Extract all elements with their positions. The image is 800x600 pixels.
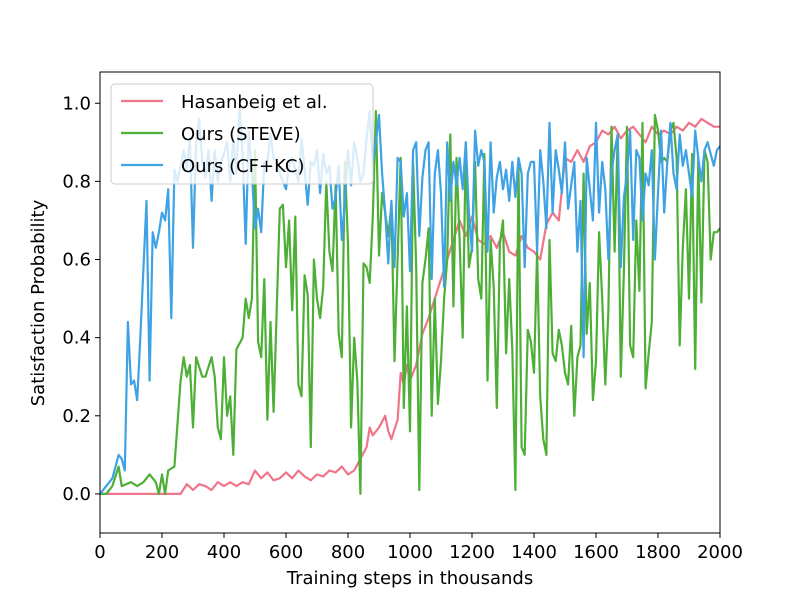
y-tick-label: 0.2 bbox=[62, 406, 91, 427]
series-line-2 bbox=[100, 109, 721, 495]
y-tick-label: 0.6 bbox=[62, 250, 91, 271]
x-tick-label: 800 bbox=[331, 542, 365, 563]
plot-frame bbox=[99, 71, 721, 534]
x-tick-label: 2000 bbox=[697, 542, 743, 563]
y-axis-label: Satisfaction Probability bbox=[28, 199, 49, 406]
y-tick-label: 1.0 bbox=[62, 93, 91, 114]
x-tick-label: 1000 bbox=[387, 542, 433, 563]
x-tick-label: 400 bbox=[207, 542, 241, 563]
x-axis-label: Training steps in thousands bbox=[286, 568, 533, 589]
y-axis-ticks: 0.0 0.2 0.4 0.6 0.8 1.0 bbox=[62, 93, 100, 505]
legend-label-3: Ours (CF+KC) bbox=[181, 156, 305, 177]
y-tick-label: 0.8 bbox=[62, 171, 91, 192]
legend-box bbox=[110, 83, 374, 185]
x-tick-label: 1400 bbox=[511, 542, 557, 563]
x-tick-label: 1800 bbox=[635, 542, 681, 563]
x-tick-label: 1600 bbox=[573, 542, 619, 563]
x-tick-label: 1200 bbox=[449, 542, 495, 563]
series-line-1 bbox=[100, 117, 720, 495]
y-tick-label: 0.0 bbox=[62, 484, 91, 505]
x-tick-label: 600 bbox=[269, 542, 303, 563]
x-tick-label: 0 bbox=[94, 542, 105, 563]
legend: Hasanbeig et al. Ours (STEVE) Ours (CF+KC) bbox=[110, 83, 374, 185]
legend-label-1: Hasanbeig et al. bbox=[181, 92, 328, 113]
y-tick-label: 0.4 bbox=[62, 328, 91, 349]
legend-label-2: Ours (STEVE) bbox=[181, 124, 301, 145]
x-tick-label: 200 bbox=[145, 542, 179, 563]
x-axis-ticks: 0 200 400 600 800 1000 1200 1400 1600 1800 2000 bbox=[94, 533, 743, 563]
